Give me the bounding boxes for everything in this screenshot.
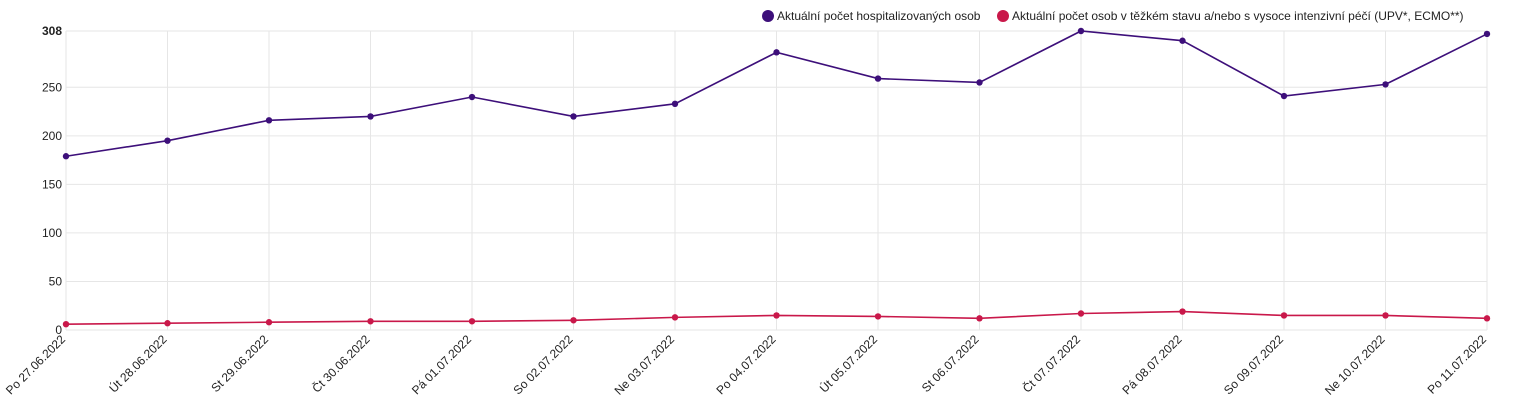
y-tick-label: 250 xyxy=(42,80,62,94)
y-tick-label: 100 xyxy=(42,226,62,240)
x-tick-label: St 06.07.2022 xyxy=(919,332,982,395)
data-point-series-0[interactable] xyxy=(164,137,171,144)
x-tick-label: Út 28.06.2022 xyxy=(106,331,170,395)
data-point-series-1[interactable] xyxy=(1382,312,1389,319)
data-point-series-1[interactable] xyxy=(671,314,679,321)
data-point-series-0[interactable] xyxy=(671,100,679,108)
y-tick-label: 150 xyxy=(42,177,62,191)
x-tick-label: So 09.07.2022 xyxy=(1221,332,1286,397)
legend-label-hospitalized: Aktuální počet hospitalizovaných osob xyxy=(777,9,981,23)
legend-marker-hospitalized xyxy=(762,10,774,22)
data-point-series-1[interactable] xyxy=(1280,312,1288,319)
series-layer xyxy=(62,27,1491,328)
data-point-series-1[interactable] xyxy=(367,318,374,325)
y-tick-label: 0 xyxy=(55,323,62,337)
data-point-series-0[interactable] xyxy=(1382,81,1389,88)
x-tick-label: Čt 30.06.2022 xyxy=(309,331,373,395)
data-point-series-1[interactable] xyxy=(265,319,273,326)
data-point-series-0[interactable] xyxy=(1280,92,1288,100)
data-point-series-1[interactable] xyxy=(773,312,780,319)
data-point-series-0[interactable] xyxy=(570,113,577,120)
data-point-series-1[interactable] xyxy=(570,317,577,324)
data-point-series-0[interactable] xyxy=(773,49,780,56)
legend-marker-severe xyxy=(997,10,1009,22)
x-tick-label: Út 05.07.2022 xyxy=(816,331,880,395)
legend-item-hospitalized[interactable]: Aktuální počet hospitalizovaných osob xyxy=(762,9,981,23)
data-point-series-1[interactable] xyxy=(1179,308,1186,315)
x-tick-label: Po 27.06.2022 xyxy=(3,332,68,397)
y-tick-label: 200 xyxy=(42,129,62,143)
grid xyxy=(65,30,1488,331)
data-point-series-1[interactable] xyxy=(62,320,70,328)
data-point-series-0[interactable] xyxy=(976,79,983,86)
y-tick-label: 308 xyxy=(42,24,62,38)
data-point-series-0[interactable] xyxy=(1483,30,1491,38)
data-point-series-0[interactable] xyxy=(1179,37,1186,44)
data-point-series-0[interactable] xyxy=(468,93,476,101)
x-tick-label: Pá 01.07.2022 xyxy=(409,332,474,397)
x-tick-label: Po 04.07.2022 xyxy=(714,332,779,397)
x-tick-label: Pá 08.07.2022 xyxy=(1120,332,1185,397)
data-point-series-0[interactable] xyxy=(1077,27,1085,35)
x-tick-label: Po 11.07.2022 xyxy=(1425,332,1490,397)
y-tick-label: 50 xyxy=(49,274,63,288)
x-tick-label: St 29.06.2022 xyxy=(208,332,271,395)
legend-label-severe: Aktuální počet osob v těžkém stavu a/neb… xyxy=(1012,9,1464,23)
data-point-series-1[interactable] xyxy=(874,313,882,320)
data-point-series-0[interactable] xyxy=(62,153,70,160)
legend-item-severe[interactable]: Aktuální počet osob v těžkém stavu a/neb… xyxy=(997,9,1464,23)
x-tick-label: Ne 10.07.2022 xyxy=(1322,332,1388,398)
y-axis: 0 50 100 150 200 250 308 xyxy=(42,24,62,337)
x-tick-label: So 02.07.2022 xyxy=(511,332,576,397)
data-point-series-1[interactable] xyxy=(1077,310,1085,317)
data-point-series-0[interactable] xyxy=(265,117,273,124)
data-point-series-1[interactable] xyxy=(1483,315,1491,322)
data-point-series-1[interactable] xyxy=(164,320,171,327)
data-point-series-0[interactable] xyxy=(874,75,882,82)
x-axis: Po 27.06.2022 Út 28.06.2022 St 29.06.2022 Č… xyxy=(3,331,1489,398)
data-point-series-0[interactable] xyxy=(367,113,374,120)
data-point-series-1[interactable] xyxy=(976,315,983,322)
x-tick-label: Ne 03.07.2022 xyxy=(612,332,678,398)
data-point-series-1[interactable] xyxy=(468,318,476,325)
legend: Aktuální počet hospitalizovaných osob Ak… xyxy=(762,9,1464,23)
x-tick-label: Čt 07.07.2022 xyxy=(1019,331,1083,395)
